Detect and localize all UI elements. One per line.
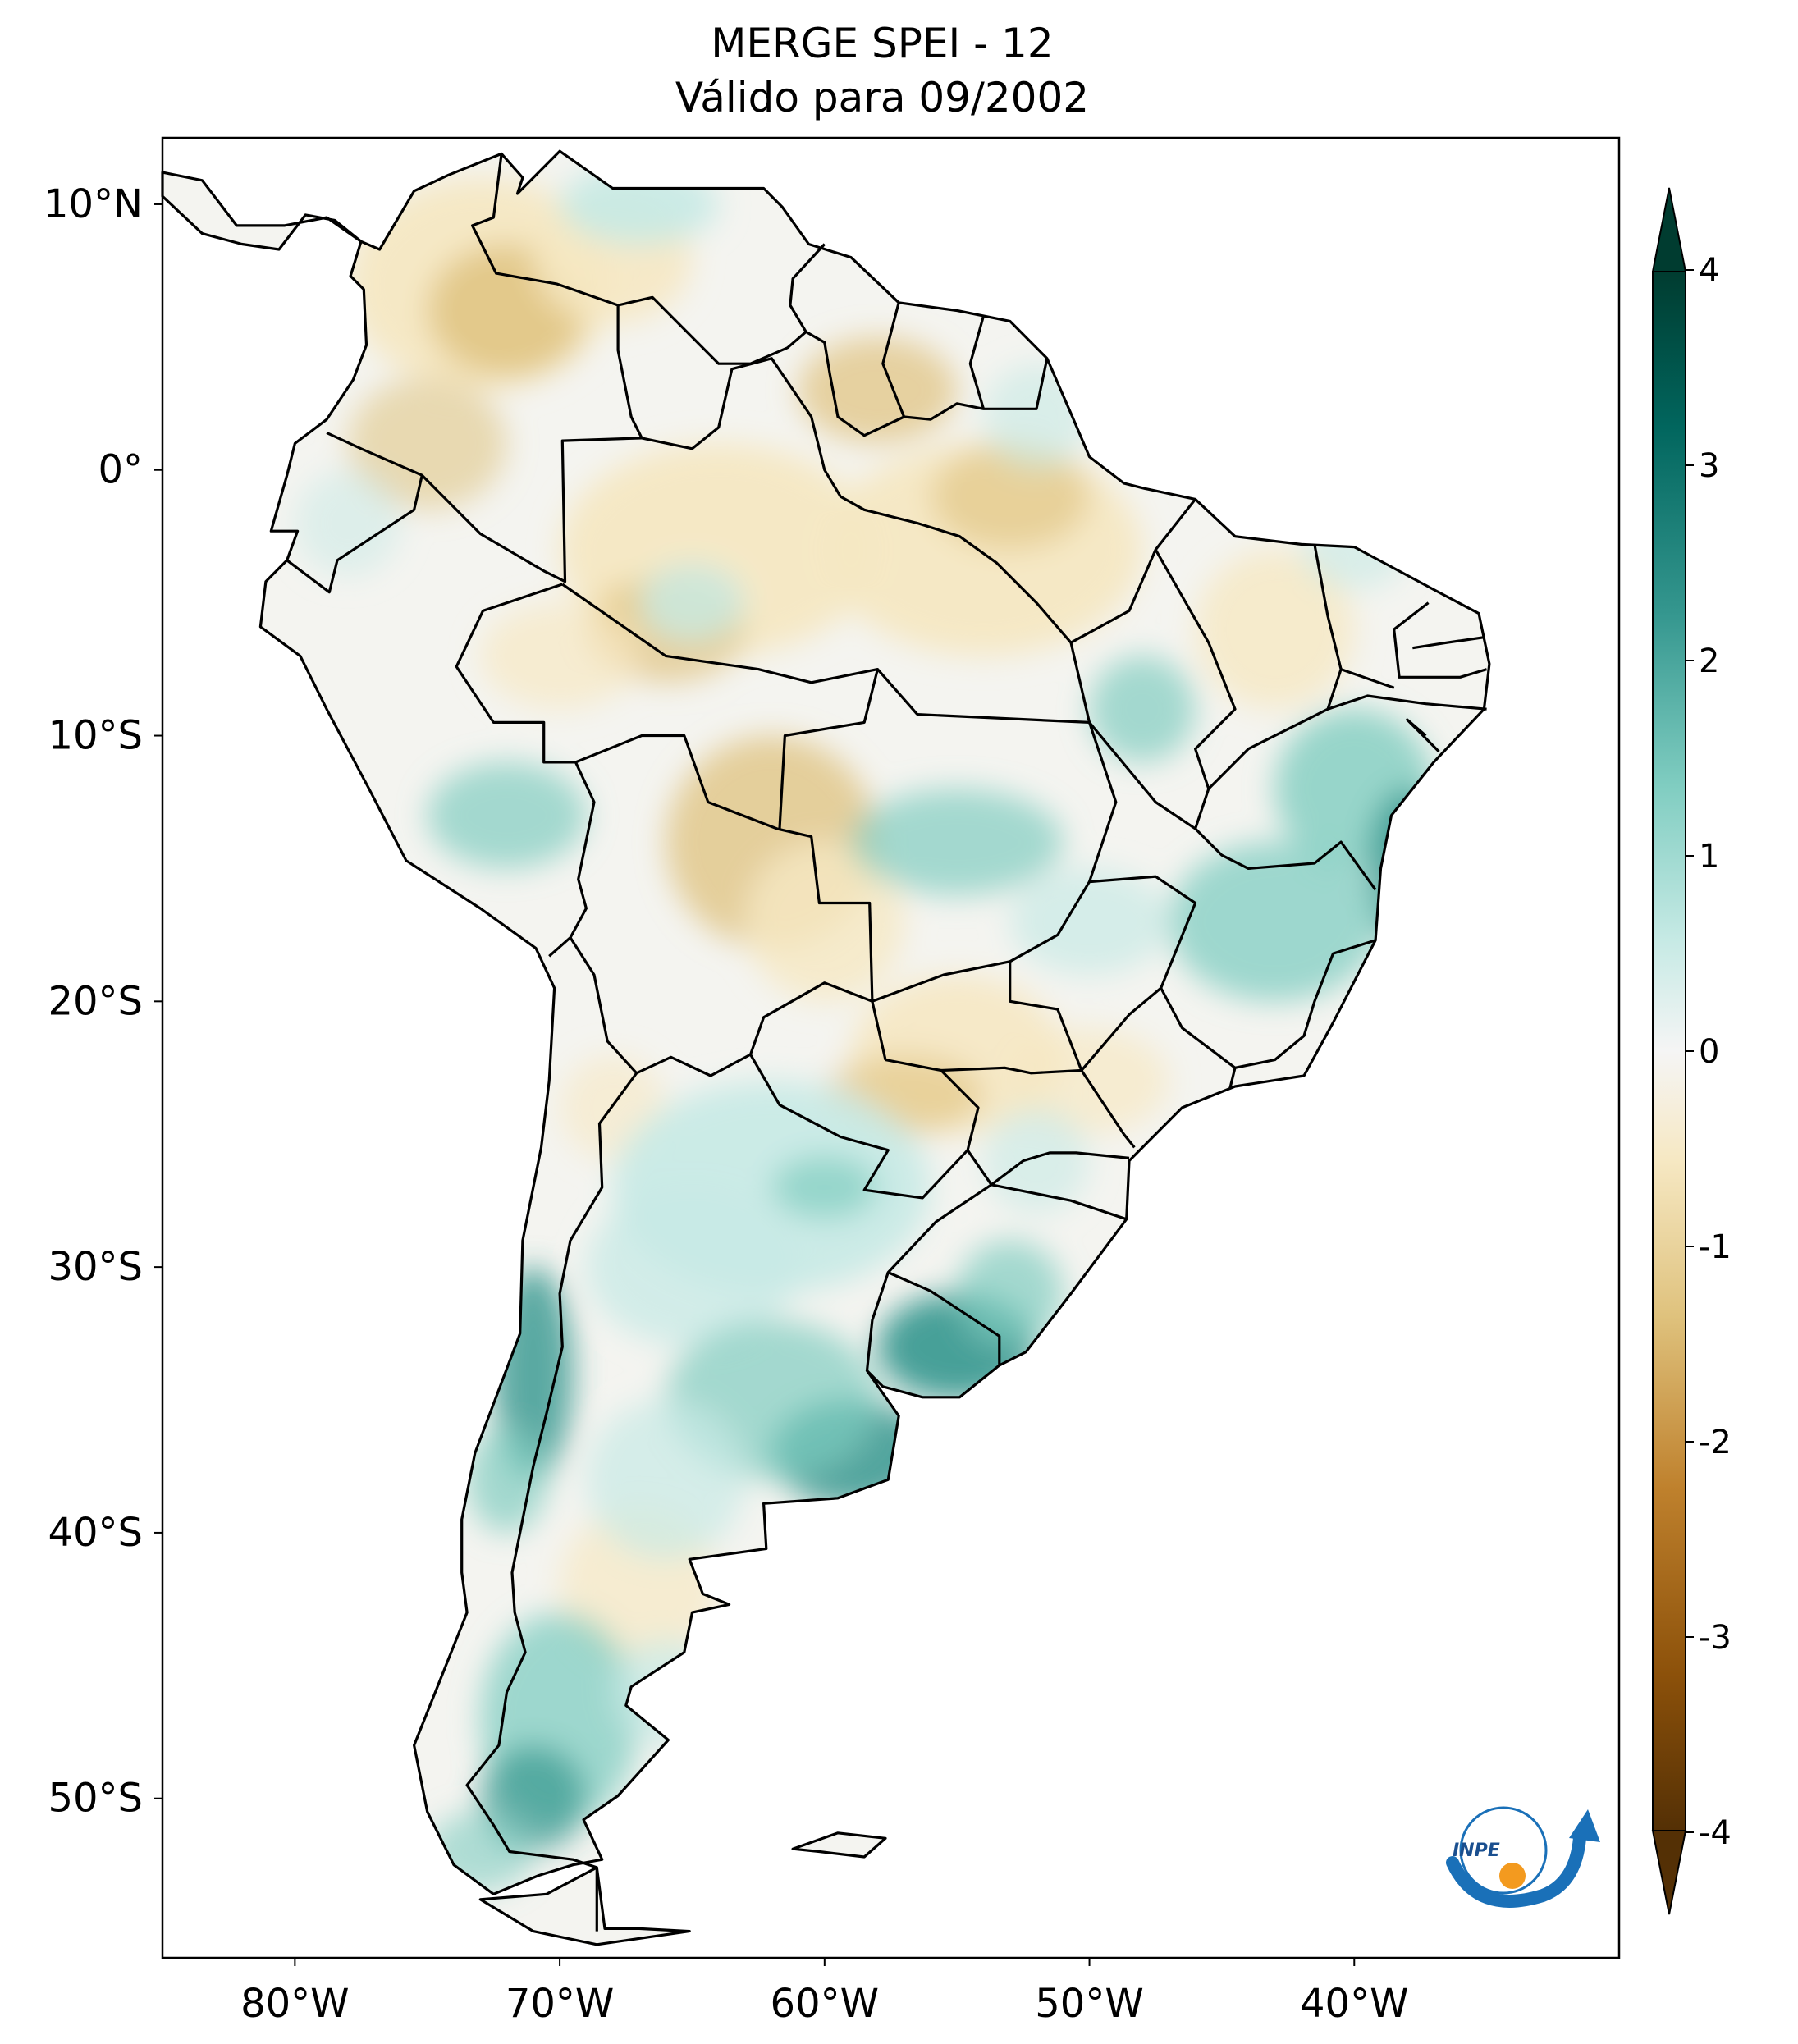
country-border <box>872 960 1011 1003</box>
lat-tick-label: 10°S <box>48 713 143 759</box>
map-subtitle: Válido para 09/2002 <box>675 74 1090 121</box>
coastline <box>258 149 1491 1895</box>
lon-tick-label: 40°W <box>1300 1981 1409 2027</box>
colorbar-gradient <box>1652 271 1686 1831</box>
spei-blob <box>1169 842 1381 1002</box>
spei-blob <box>745 842 904 1002</box>
country-border <box>455 583 596 958</box>
country-border <box>641 357 1091 723</box>
lon-tick-label: 70°W <box>506 1981 615 2027</box>
colorbar-max-extend <box>1651 187 1687 272</box>
country-border <box>881 302 906 418</box>
lat-tick-label: 10°N <box>43 181 143 227</box>
colorbar-tick-label: -3 <box>1699 1619 1732 1657</box>
colorbar-tick-label: -1 <box>1699 1228 1732 1266</box>
country-border <box>1088 721 1377 891</box>
colorbar-tick-label: 2 <box>1699 642 1719 680</box>
country-border <box>1406 718 1440 753</box>
country-border <box>561 583 919 716</box>
lat-tick-label: 50°S <box>48 1776 143 1822</box>
country-border <box>1154 549 1237 830</box>
country-border <box>326 153 643 583</box>
country-border <box>1070 498 1196 644</box>
country-border <box>749 1054 980 1200</box>
lon-tick-label: 50°W <box>1035 1981 1144 2027</box>
country-borders <box>161 149 1491 1946</box>
spei-blob <box>771 1155 878 1219</box>
country-border <box>1160 939 1376 1069</box>
country-border <box>991 1151 1130 1187</box>
colorbar-tick-label: 3 <box>1699 447 1719 485</box>
colorbar-min-extend <box>1651 1830 1687 1915</box>
longitude-labels: 80°W 70°W 60°W 50°W 40°W <box>240 1958 1409 2027</box>
spei-blob <box>427 761 587 869</box>
colorbar-tick-label: -4 <box>1699 1814 1732 1852</box>
coastline <box>478 1866 691 1946</box>
country-border <box>574 734 887 1060</box>
country-border <box>1340 668 1395 689</box>
country-border <box>968 315 986 409</box>
colorbar-tick-label: 1 <box>1699 838 1719 876</box>
lon-tick-label: 60°W <box>771 1981 880 2027</box>
spei-blob <box>638 563 745 643</box>
country-border <box>991 1183 1128 1221</box>
inpe-logo-text: INPE <box>1453 1841 1500 1861</box>
country-border <box>1327 694 1487 711</box>
country-border <box>778 669 879 829</box>
colorbar-tick-label: 4 <box>1699 252 1719 290</box>
lon-tick-label: 80°W <box>240 1981 350 2027</box>
spei-blob <box>586 1400 745 1560</box>
spei-blob <box>347 377 507 510</box>
spei-blob <box>295 469 401 577</box>
spei-blob <box>798 336 958 444</box>
country-border <box>865 1272 890 1371</box>
spei-blob <box>1009 868 1169 975</box>
country-border <box>1080 875 1197 1072</box>
country-border <box>465 1072 638 1869</box>
country-border <box>569 936 873 1077</box>
country-border <box>1228 1067 1237 1090</box>
colorbar-tick-label: 0 <box>1699 1033 1719 1071</box>
spei-blob <box>480 602 639 710</box>
lat-tick-label: 0° <box>98 447 143 493</box>
spei-blob <box>983 1107 1090 1214</box>
spei-blob <box>1195 549 1355 710</box>
spei-blob <box>851 789 1064 895</box>
coastline <box>791 1831 887 1859</box>
spei-blob <box>957 1240 1064 1347</box>
spei-blob <box>930 443 1090 550</box>
colorbar-tick-label: -2 <box>1699 1424 1732 1461</box>
spei-blob <box>586 1187 798 1347</box>
country-border <box>286 474 423 594</box>
colorbar: 4 3 2 1 0 -1 -2 -3 -4 <box>1651 187 1732 1915</box>
country-border <box>940 1066 1136 1149</box>
coastline <box>161 171 363 251</box>
country-border <box>917 713 1118 1072</box>
latitude-labels: 10°N 0° 10°S 20°S 30°S 40°S 50°S <box>43 181 162 1822</box>
country-border <box>617 243 826 365</box>
lat-tick-label: 30°S <box>48 1244 143 1290</box>
country-border <box>1393 601 1488 679</box>
lat-tick-label: 20°S <box>48 978 143 1024</box>
inpe-logo: INPE <box>1446 1806 1600 1908</box>
map-title: MERGE SPEI - 12 <box>711 20 1054 67</box>
lat-tick-label: 40°S <box>48 1510 143 1556</box>
country-border <box>1412 636 1485 650</box>
spei-blob <box>1089 656 1196 762</box>
